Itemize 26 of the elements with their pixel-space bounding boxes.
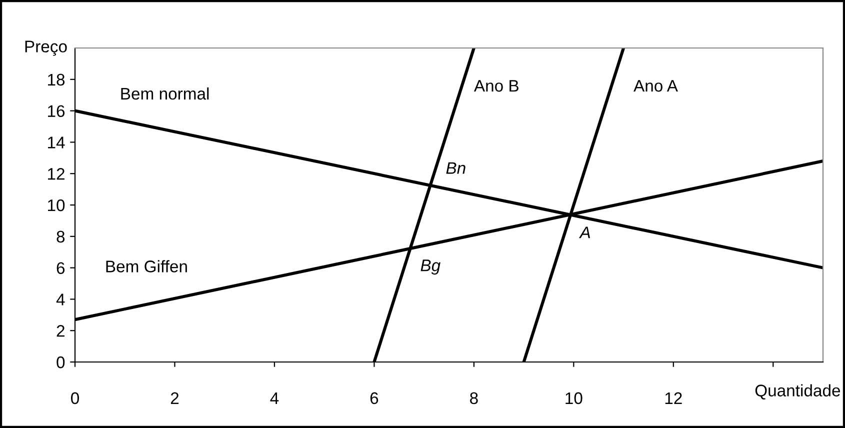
x-tick-label: 4 [270,392,279,404]
series-label: Ano A [634,80,678,92]
series-label: Bem normal [121,87,209,100]
annotation: Bg [420,260,440,275]
y-tick-label: 18 [48,74,65,86]
y-tick-label: 6 [56,262,65,274]
annotation: A [578,226,590,238]
x-tick-label: 2 [170,392,179,404]
y-tick-label: 10 [48,199,65,212]
y-tick-label: 8 [56,230,65,243]
x-axis-title: Quantidade [755,384,840,400]
x-tick-label: 12 [665,392,682,404]
series-label: Ano B [474,80,518,92]
y-tick-label: 2 [56,325,64,337]
y-axis-title: Preço [25,40,67,56]
y-tick-label: 16 [48,105,65,118]
x-tick-label: 10 [566,392,582,404]
annotation: Bn [446,162,466,174]
x-tick-label: 6 [370,392,378,404]
y-tick-label: 14 [48,136,65,148]
x-tick-label: 8 [470,392,478,404]
x-tick-label: 0 [71,392,79,404]
y-tick-label: 12 [48,168,64,180]
y-tick-label: 0 [56,356,65,368]
series-label: Bem Giffen [106,260,187,272]
y-tick-label: 4 [56,294,65,306]
